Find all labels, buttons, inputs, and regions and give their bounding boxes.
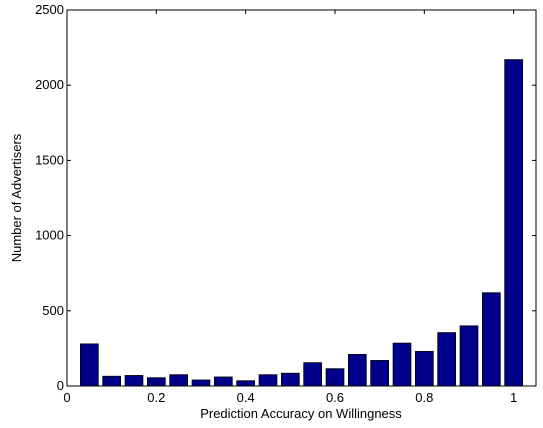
bar-6 — [213, 376, 233, 387]
y-tick-label: 1500 — [35, 152, 64, 167]
bar-8 — [258, 374, 278, 387]
y-tick-label: 500 — [42, 303, 64, 318]
x-tick-label: 1 — [510, 390, 517, 405]
ticks-group: 0 0.2 0.4 0.6 0.8 1 0 500 1000 1500 2000 2500 — [35, 2, 536, 405]
y-axis-label: Number of Advertisers — [9, 133, 24, 262]
x-tick-label: 0.4 — [237, 390, 255, 405]
bar-0 — [80, 343, 99, 387]
bar-13 — [370, 360, 390, 387]
bar-15 — [414, 351, 434, 387]
y-tick-label: 0 — [57, 378, 64, 393]
bar-12 — [347, 354, 367, 387]
plot-frame — [66, 9, 537, 387]
bar-1 — [102, 375, 121, 387]
y-tick-label: 2000 — [35, 77, 64, 92]
bar-19 — [504, 59, 524, 387]
bar-4 — [169, 374, 189, 387]
bar-10 — [303, 362, 323, 387]
x-tick-label: 0.8 — [415, 390, 433, 405]
bar-17 — [459, 325, 479, 387]
x-axis-label: Prediction Accuracy on Willingness — [200, 406, 402, 421]
bar-18 — [481, 292, 501, 387]
bar-14 — [392, 342, 412, 387]
x-tick-label: 0 — [63, 390, 70, 405]
bars-group — [80, 59, 524, 387]
y-tick-label: 2500 — [35, 2, 64, 17]
plot-area — [67, 10, 536, 386]
x-tick-label: 0.6 — [326, 390, 344, 405]
bar-16 — [437, 332, 457, 387]
y-tick-label: 1000 — [35, 228, 64, 243]
x-tick-label: 0.2 — [147, 390, 165, 405]
bar-2 — [124, 375, 144, 387]
bar-9 — [280, 372, 300, 387]
bar-5 — [191, 379, 211, 387]
